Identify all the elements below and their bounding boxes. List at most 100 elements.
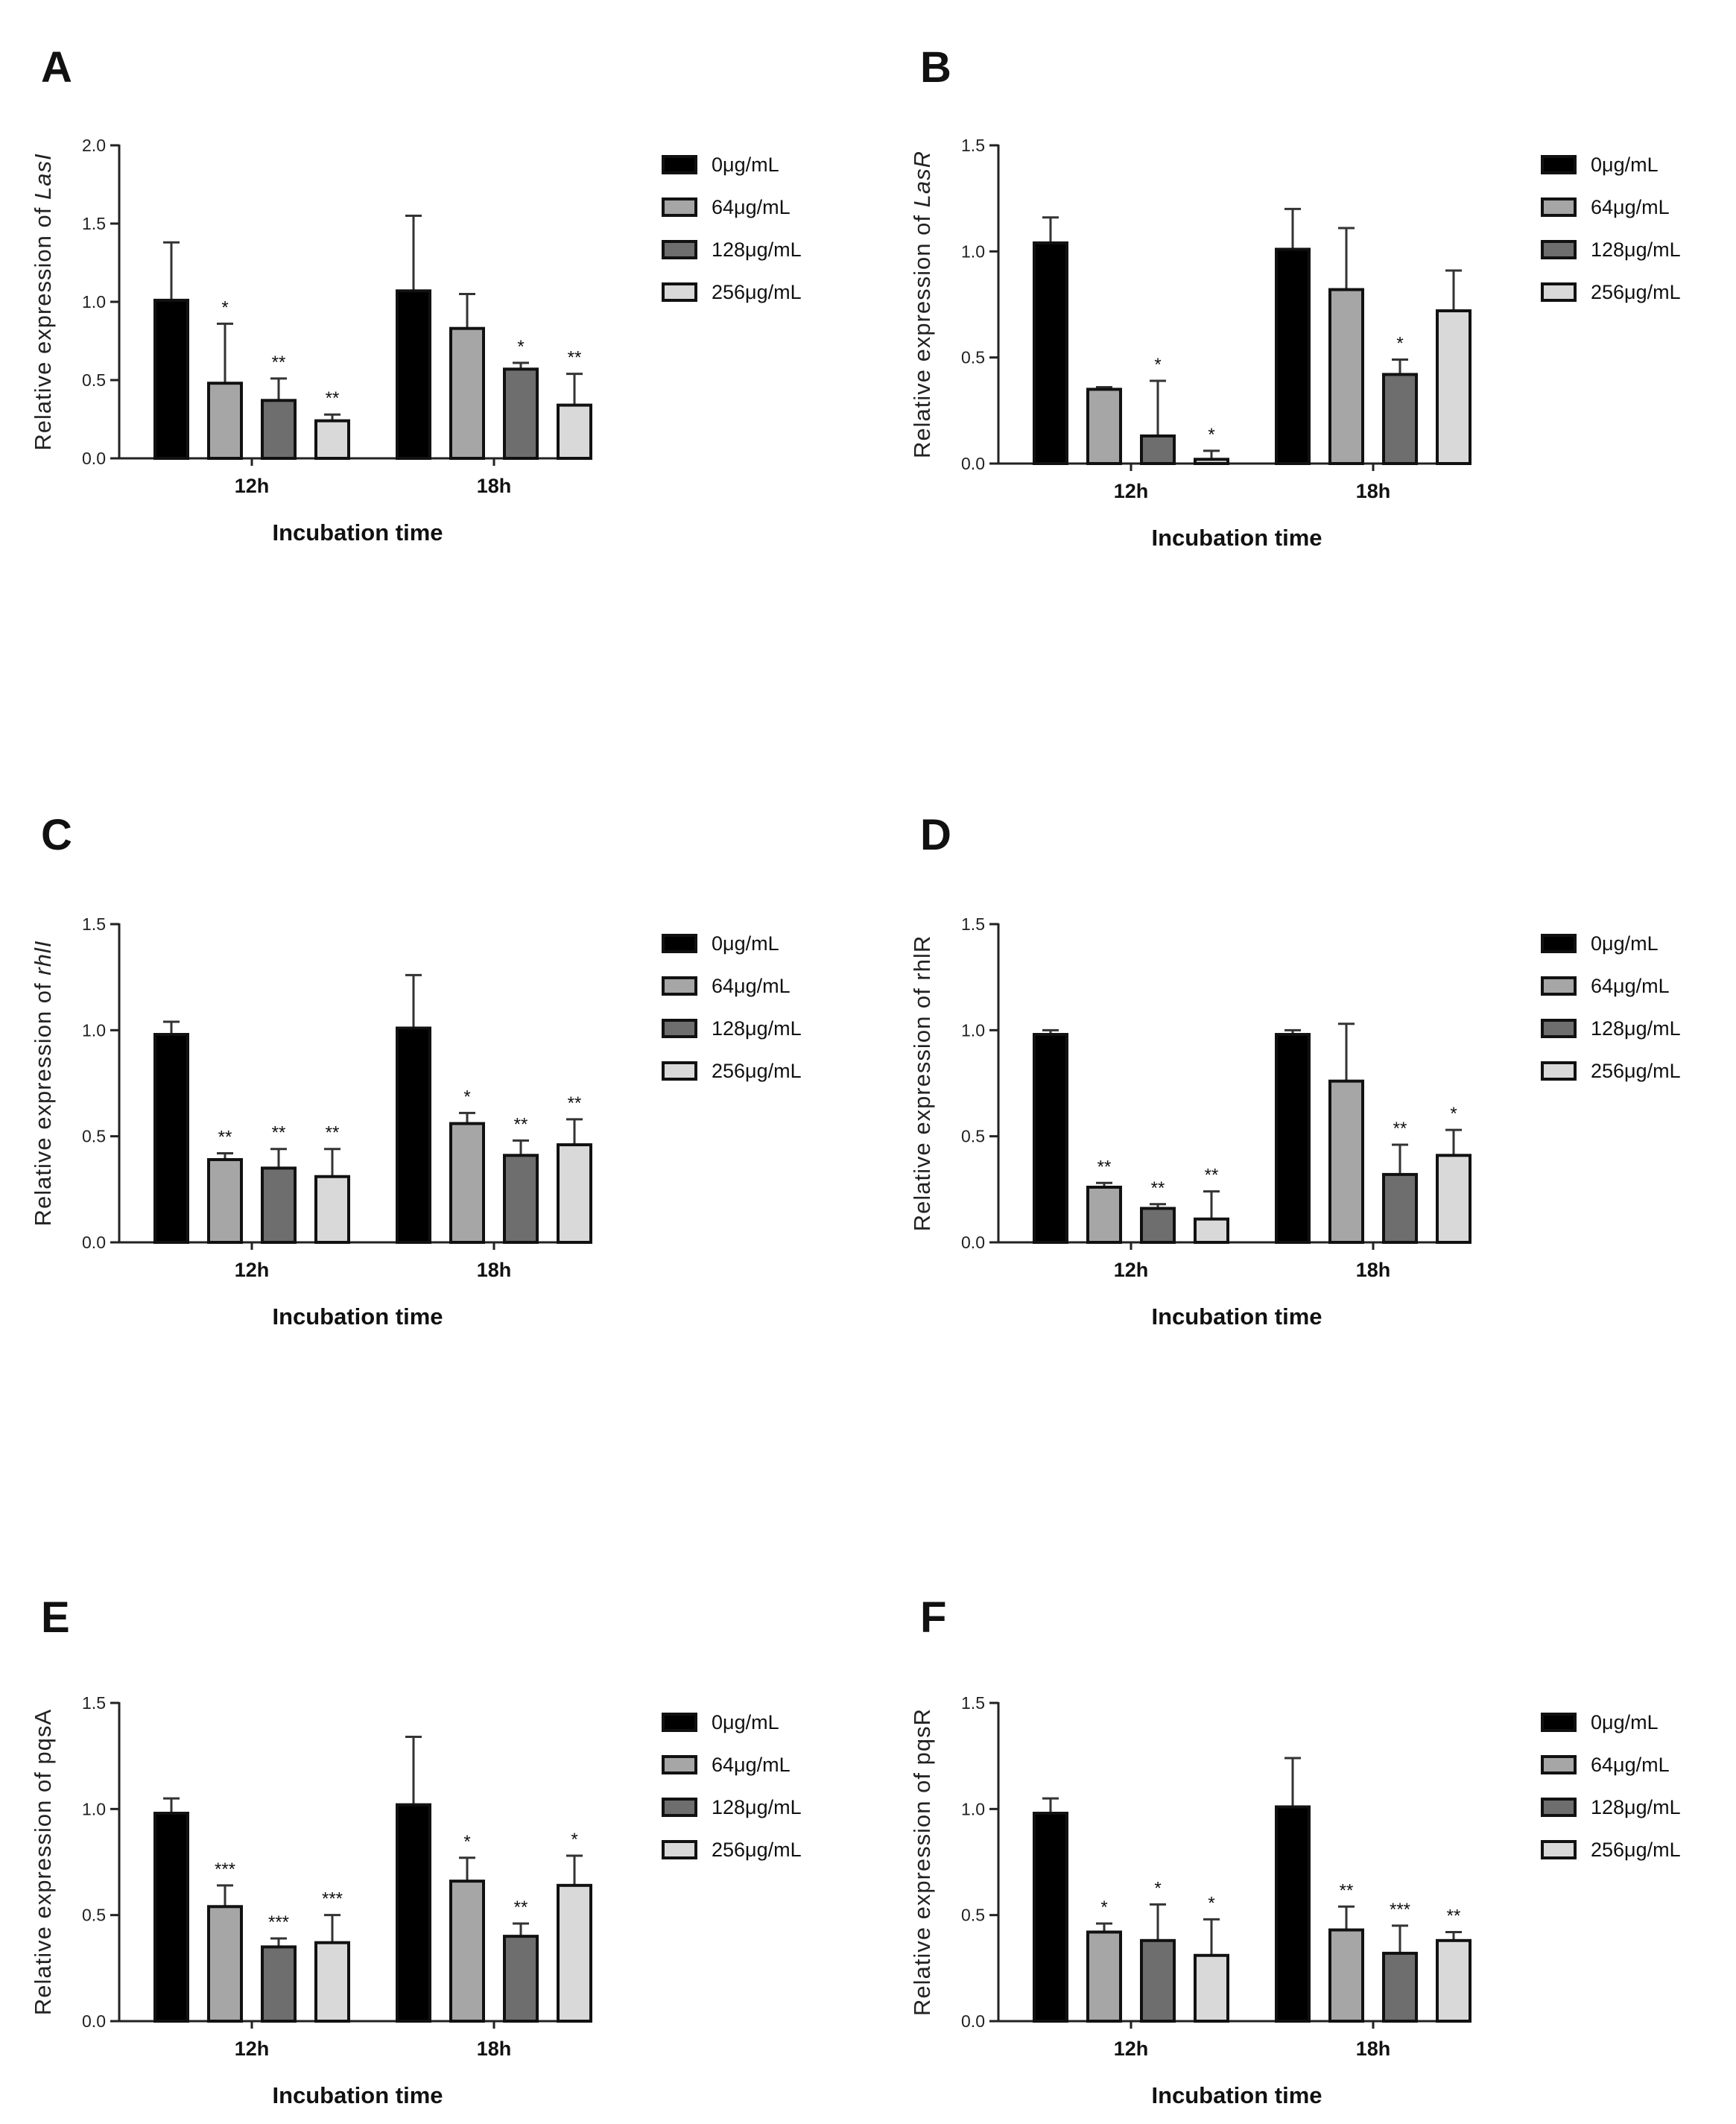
panel-f-bar-12h-3 <box>1194 1953 1229 2023</box>
panel-d-bar-12h-0 <box>1033 1033 1068 1244</box>
panel-c-legend-label: 64μg/mL <box>712 975 791 997</box>
panel-a-category-label: 18h <box>477 475 512 497</box>
panel-f-ylabel-gene: pqsR <box>909 1708 935 1765</box>
panel-a-bar-12h-3 <box>314 419 350 460</box>
panel-f-legend-label: 128μg/mL <box>1591 1796 1681 1818</box>
panel-b-legend-swatch <box>1541 155 1577 174</box>
panel-e-legend-swatch <box>662 1713 697 1732</box>
panel-f-xlabel: Incubation time <box>1151 2082 1322 2108</box>
panel-b: B 0.0 0.5 1.0 1.5 Relative expression of LasR… <box>909 43 1681 551</box>
panel-f-bar-18h-1 <box>1328 1928 1364 2023</box>
panel-d-legend-label: 64μg/mL <box>1591 975 1670 997</box>
panel-f-bar-12h-2 <box>1140 1938 1176 2023</box>
panel-c: C 0.0 0.5 1.0 1.5 Relative expression of rhlI… <box>30 811 802 1330</box>
panel-d-legend-swatch <box>1541 1061 1577 1081</box>
panel-c-category-label: 18h <box>477 1259 512 1281</box>
panel-a-letter: A <box>41 43 72 92</box>
panel-a-significance: ** <box>568 348 582 368</box>
panel-b-legend-label: 256μg/mL <box>1591 281 1681 303</box>
panel-d-significance: ** <box>1097 1157 1112 1177</box>
panel-b-bar-18h-1 <box>1328 288 1364 465</box>
panel-d-legend-label: 128μg/mL <box>1591 1017 1681 1040</box>
panel-e-ytick-label: 0.5 <box>82 1906 106 1925</box>
panel-a-ylabel-prefix: Relative expression of <box>30 200 56 451</box>
panel-d-bar-12h-3 <box>1194 1217 1229 1244</box>
panel-a-legend-swatch <box>662 197 697 217</box>
panel-c-legend-label: 256μg/mL <box>712 1060 802 1082</box>
panel-a-bar-18h-0 <box>396 289 431 460</box>
panel-a-bar-18h-1 <box>449 326 485 461</box>
panel-d-xlabel: Incubation time <box>1151 1303 1322 1330</box>
panel-d-bar-12h-2 <box>1140 1207 1176 1244</box>
panel-b-legend-label: 128μg/mL <box>1591 238 1681 261</box>
panel-f-ytick-label: 0.0 <box>961 2011 985 2031</box>
panel-d-ylabel-prefix: Relative expression of <box>909 981 935 1232</box>
panel-e-legend-swatch <box>662 1798 697 1817</box>
panel-a-bar-12h-0 <box>153 298 189 460</box>
panel-f-bar-12h-1 <box>1086 1930 1122 2023</box>
panel-e-bar-18h-0 <box>396 1803 431 2023</box>
panel-f-letter: F <box>920 1593 946 1642</box>
panel-a-ylabel: Relative expression of LasI <box>30 153 56 450</box>
panel-d-bar-12h-1 <box>1086 1185 1122 1245</box>
panel-a-legend-swatch <box>662 240 697 259</box>
panel-c-legend-swatch <box>662 934 697 953</box>
panel-b-legend-swatch <box>1541 197 1577 217</box>
panel-a-bar-12h-1 <box>207 382 243 461</box>
panel-e-ytick-label: 1.5 <box>82 1693 106 1713</box>
panel-a-significance: * <box>517 337 524 357</box>
panel-d-legend-swatch <box>1541 976 1577 996</box>
panel-f-legend-label: 0μg/mL <box>1591 1711 1659 1733</box>
panel-a-ylabel-gene: LasI <box>30 153 56 200</box>
panel-d-ytick-label: 1.0 <box>961 1020 985 1040</box>
panel-a-ytick-label: 0.0 <box>82 449 106 468</box>
panel-e-significance: *** <box>268 1912 289 1932</box>
panel-c-legend-swatch <box>662 976 697 996</box>
panel-f-category-label: 18h <box>1356 2038 1391 2060</box>
panel-a-legend-label: 256μg/mL <box>712 281 802 303</box>
panel-f-bar-12h-0 <box>1033 1812 1068 2023</box>
panel-b-xlabel: Incubation time <box>1151 525 1322 551</box>
panel-e-ylabel: Relative expression of pqsA <box>30 1709 56 2015</box>
panel-b-category-label: 12h <box>1114 480 1149 502</box>
panel-b-significance: * <box>1154 355 1161 375</box>
panel-c-significance: * <box>463 1087 470 1107</box>
panel-c-ytick-label: 1.0 <box>82 1020 106 1040</box>
panel-b-bar-12h-0 <box>1033 241 1068 465</box>
panel-f-significance: * <box>1154 1878 1161 1898</box>
panel-e-ytick-label: 1.0 <box>82 1799 106 1818</box>
panel-b-bar-12h-3 <box>1194 458 1229 465</box>
panel-e-bar-12h-2 <box>261 1945 297 2023</box>
panel-d-bar-18h-3 <box>1436 1154 1472 1244</box>
panel-f-bar-18h-3 <box>1436 1938 1472 2023</box>
panel-d-legend-label: 0μg/mL <box>1591 932 1659 955</box>
panel-c-bar-18h-3 <box>557 1143 592 1245</box>
panel-b-legend-label: 0μg/mL <box>1591 154 1659 176</box>
panel-c-category-label: 12h <box>235 1259 270 1281</box>
panel-e-significance: *** <box>215 1859 235 1880</box>
panel-e-bar-18h-1 <box>449 1880 485 2023</box>
panel-b-ylabel: Relative expression of LasR <box>909 151 935 458</box>
panel-d-ytick-label: 0.5 <box>961 1127 985 1146</box>
panel-c-ylabel-prefix: Relative expression of <box>30 976 56 1227</box>
panel-b-category-label: 18h <box>1356 480 1391 502</box>
panel-f-ytick-label: 0.5 <box>961 1906 985 1925</box>
panel-d-category-label: 18h <box>1356 1259 1391 1281</box>
panel-e: E 0.0 0.5 1.0 1.5 Relative expression of pqsA… <box>30 1593 802 2108</box>
panel-e-legend-label: 64μg/mL <box>712 1754 791 1776</box>
panel-d-ylabel-gene: rhlR <box>909 935 935 981</box>
panel-c-significance: ** <box>218 1127 232 1147</box>
panel-d-significance: ** <box>1151 1178 1165 1198</box>
panel-d-significance: * <box>1450 1104 1457 1124</box>
panel-f-bar-18h-2 <box>1382 1951 1418 2023</box>
panel-f-significance: ** <box>1447 1906 1461 1926</box>
panel-d-letter: D <box>920 811 951 859</box>
panel-e-category-label: 12h <box>235 2038 270 2060</box>
panel-c-significance: ** <box>568 1093 582 1113</box>
panel-a-ytick-label: 1.0 <box>82 292 106 312</box>
panel-c-bar-12h-2 <box>261 1166 297 1244</box>
panel-a-legend-swatch <box>662 155 697 174</box>
panel-e-bar-12h-3 <box>314 1941 350 2023</box>
panel-d-significance: ** <box>1393 1119 1407 1139</box>
